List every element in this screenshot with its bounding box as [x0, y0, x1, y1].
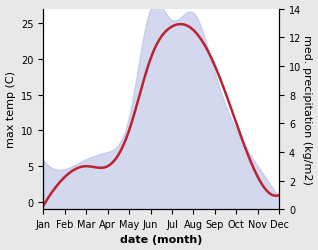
Y-axis label: med. precipitation (kg/m2): med. precipitation (kg/m2) — [302, 35, 313, 184]
Y-axis label: max temp (C): max temp (C) — [5, 71, 16, 148]
X-axis label: date (month): date (month) — [120, 234, 203, 244]
